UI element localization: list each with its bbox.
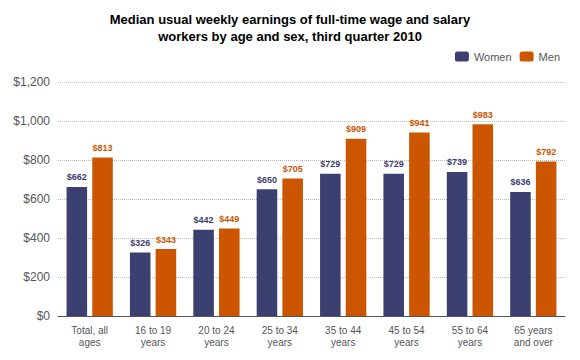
svg-text:$1,000: $1,000 [13, 114, 50, 128]
svg-text:$983: $983 [473, 110, 493, 120]
svg-text:$800: $800 [23, 153, 50, 167]
svg-text:Median usual weekly earnings o: Median usual weekly earnings of full-tim… [110, 12, 471, 27]
svg-text:$1,200: $1,200 [13, 75, 50, 89]
svg-text:years: years [141, 337, 165, 348]
svg-text:ages: ages [79, 337, 101, 348]
svg-text:$600: $600 [23, 192, 50, 206]
svg-text:workers by age and sex, third: workers by age and sex, third quarter 20… [157, 29, 422, 44]
svg-text:$442: $442 [194, 215, 214, 225]
svg-text:$739: $739 [447, 157, 467, 167]
svg-text:years: years [394, 337, 418, 348]
svg-text:$729: $729 [320, 159, 340, 169]
svg-text:years: years [458, 337, 482, 348]
svg-text:20 to 24: 20 to 24 [198, 325, 235, 336]
svg-text:$200: $200 [23, 270, 50, 284]
svg-text:and over: and over [514, 337, 554, 348]
svg-text:35 to 44: 35 to 44 [325, 325, 362, 336]
svg-text:Women: Women [474, 51, 512, 63]
svg-text:years: years [331, 337, 355, 348]
svg-text:$909: $909 [346, 124, 366, 134]
svg-text:$326: $326 [130, 238, 150, 248]
svg-text:$792: $792 [536, 147, 556, 157]
svg-text:$650: $650 [257, 175, 277, 185]
svg-text:25 to 34: 25 to 34 [262, 325, 299, 336]
svg-text:Total, all: Total, all [71, 325, 108, 336]
svg-text:$813: $813 [93, 143, 113, 153]
svg-text:55 to 64: 55 to 64 [452, 325, 489, 336]
svg-text:65 years: 65 years [514, 325, 552, 336]
svg-text:$662: $662 [67, 172, 87, 182]
svg-text:years: years [204, 337, 228, 348]
svg-text:$636: $636 [510, 177, 530, 187]
svg-text:16 to 19: 16 to 19 [135, 325, 172, 336]
svg-text:years: years [268, 337, 292, 348]
svg-text:Men: Men [539, 51, 560, 63]
svg-text:45 to 54: 45 to 54 [388, 325, 425, 336]
svg-text:$449: $449 [219, 214, 239, 224]
svg-text:$343: $343 [156, 235, 176, 245]
svg-text:$705: $705 [283, 164, 303, 174]
svg-text:$400: $400 [23, 231, 50, 245]
svg-text:$0: $0 [37, 309, 51, 323]
svg-text:$729: $729 [384, 159, 404, 169]
svg-text:$941: $941 [409, 118, 429, 128]
